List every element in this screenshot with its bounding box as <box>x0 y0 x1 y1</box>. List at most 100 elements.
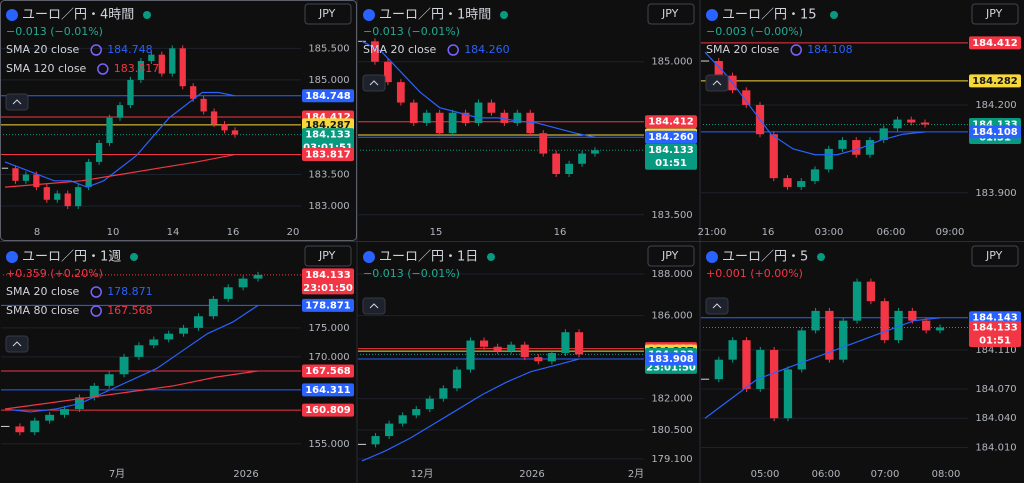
countdown: 23:01:50 <box>646 362 696 373</box>
x-tick-label: 06:00 <box>877 227 906 238</box>
candle <box>922 320 931 331</box>
candle <box>578 153 586 164</box>
candle <box>60 409 69 415</box>
collapse-button[interactable] <box>705 297 729 315</box>
indicator-name[interactable]: SMA 80 close <box>6 304 80 317</box>
symbol-title[interactable]: ユーロ／円・1時間 <box>379 8 491 23</box>
indicator-name[interactable]: SMA 120 close <box>6 62 87 75</box>
candle <box>179 327 189 334</box>
candle <box>547 352 556 362</box>
symbol-title[interactable]: ユーロ／円・1週 <box>22 250 121 265</box>
x-tick-label: 16 <box>554 227 567 238</box>
candle <box>1 425 10 427</box>
currency-button[interactable] <box>647 245 695 267</box>
price-label: 164.311 <box>305 385 351 396</box>
sma-line <box>361 358 580 462</box>
currency-button[interactable] <box>304 245 352 267</box>
symbol-title[interactable]: ユーロ／円・1日 <box>379 250 478 265</box>
status-dot <box>487 253 495 261</box>
collapse-icon <box>12 99 22 105</box>
indicator-name[interactable]: SMA 20 close <box>706 43 780 56</box>
y-tick-label: 180.500 <box>651 425 692 436</box>
sma-line <box>704 317 941 419</box>
candle <box>852 140 861 155</box>
price-label: 184.133 <box>305 270 351 281</box>
candle <box>783 369 793 419</box>
y-tick-label: 185.500 <box>308 43 349 54</box>
candle <box>137 60 145 80</box>
candle <box>769 134 778 179</box>
active-frame <box>0 0 357 241</box>
indicator-name[interactable]: SMA 20 close <box>6 43 80 56</box>
price-label-bg <box>645 143 697 170</box>
collapse-button[interactable] <box>5 93 29 111</box>
candle <box>148 54 155 61</box>
symbol-icon <box>6 251 18 263</box>
currency: JPY <box>985 249 1003 262</box>
price-label-bg <box>302 403 354 417</box>
price-label: 184.282 <box>972 76 1018 87</box>
candle <box>15 426 25 433</box>
candle <box>769 349 779 419</box>
x-tick-label: 2月 <box>628 468 644 480</box>
collapse-button[interactable] <box>362 297 386 315</box>
x-tick-label: 09:00 <box>936 227 965 238</box>
indicator-value: 167.568 <box>107 304 153 317</box>
currency-button[interactable] <box>971 3 1019 25</box>
candle <box>231 130 239 135</box>
price-label-bg <box>302 89 354 103</box>
candle <box>43 187 50 200</box>
currency: JPY <box>985 7 1003 20</box>
collapse-button[interactable] <box>5 335 29 353</box>
price-label-bg <box>969 36 1021 50</box>
candle <box>907 119 916 123</box>
candle <box>561 332 570 353</box>
indicator-name[interactable]: SMA 20 close <box>6 285 80 298</box>
price-change: +0.001 (+0.00%) <box>706 267 803 280</box>
sma-line <box>704 51 926 156</box>
price-label: 167.568 <box>305 366 351 377</box>
panel <box>358 273 644 462</box>
collapse-button[interactable] <box>705 74 729 92</box>
candle <box>513 112 522 123</box>
sma-line <box>4 304 259 413</box>
y-tick-label: 175.000 <box>308 323 349 334</box>
candle <box>824 148 833 170</box>
currency-button[interactable] <box>647 3 695 25</box>
x-tick-label: 2026 <box>519 469 544 480</box>
candle <box>439 388 448 399</box>
currency-button[interactable] <box>304 3 352 25</box>
candle <box>893 119 902 129</box>
symbol-title[interactable]: ユーロ／円・4時間 <box>22 8 134 23</box>
x-tick-label: 2026 <box>233 469 258 480</box>
indicator-name[interactable]: SMA 20 close <box>363 43 437 56</box>
sma-line <box>4 153 236 188</box>
collapse-icon <box>369 80 379 86</box>
y-tick-label: 155.000 <box>308 439 349 450</box>
symbol-title[interactable]: ユーロ／円・5 <box>722 250 808 265</box>
x-tick-label: 15 <box>430 227 443 238</box>
candle <box>435 112 444 134</box>
symbol-title[interactable]: ユーロ／円・15 <box>722 8 817 23</box>
candle <box>852 281 862 321</box>
status-dot <box>130 253 138 261</box>
collapse-icon <box>12 341 22 347</box>
candle <box>714 359 723 380</box>
price-label: 184.143 <box>972 313 1018 324</box>
panel <box>701 42 968 194</box>
x-tick-label: 8 <box>34 227 40 238</box>
candle <box>701 60 710 62</box>
collapse-button[interactable] <box>362 74 386 92</box>
candle <box>466 340 475 370</box>
currency-button[interactable] <box>971 245 1019 267</box>
price-change: −0.013 (−0.01%) <box>6 25 103 38</box>
candle <box>866 281 876 302</box>
candle <box>526 112 535 134</box>
candle <box>908 310 917 321</box>
price-label-bg <box>302 383 354 397</box>
candle <box>574 332 584 355</box>
candle <box>158 54 165 74</box>
candle <box>22 174 30 181</box>
candle <box>208 298 218 317</box>
